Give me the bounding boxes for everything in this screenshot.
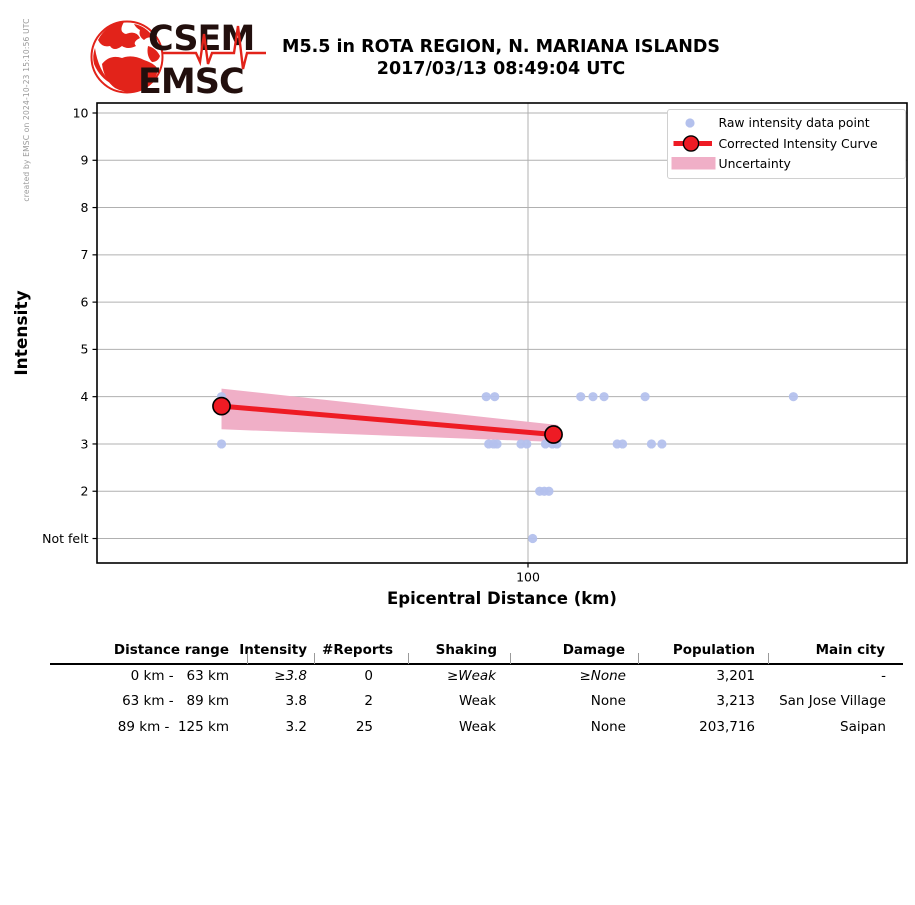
legend-curve-marker-icon [682, 135, 700, 152]
svg-text:10: 10 [73, 105, 89, 120]
cell-reports: 0 [364, 668, 373, 684]
svg-text:100: 100 [516, 570, 540, 585]
csem-emsc-logo: CSEM EMSC [90, 19, 266, 102]
column-divider [510, 653, 511, 664]
column-divider [768, 653, 769, 664]
column-divider [314, 653, 315, 664]
logo-text-emsc: EMSC [138, 62, 244, 102]
legend: Raw intensity data point Corrected Inten… [667, 109, 906, 179]
svg-text:5: 5 [81, 342, 89, 357]
cell-intensity: 3.8 [285, 693, 307, 709]
cell-main-city: San Jose Village [779, 693, 886, 709]
header-shaking: Shaking [435, 642, 497, 658]
svg-text:6: 6 [81, 294, 89, 309]
header-intensity: Intensity [239, 642, 307, 658]
plot-border [96, 102, 908, 564]
cell-population: 203,716 [699, 719, 755, 735]
table-header-rule [50, 663, 903, 665]
legend-box [667, 109, 906, 179]
legend-uncertainty-patch-icon [671, 157, 716, 170]
header-distance-range: Distance range [113, 642, 229, 658]
intensity-distance-chart: 10 9 8 7 6 5 4 3 2 Not felt 100 Raw intensity data… [42, 102, 908, 585]
column-divider [638, 653, 639, 664]
header-damage: Damage [562, 642, 625, 658]
cell-reports: 2 [364, 693, 373, 709]
svg-text:9: 9 [81, 153, 89, 168]
column-divider [408, 653, 409, 664]
cell-distance-range: 89 km - 125 km [117, 719, 229, 735]
cell-main-city: - [881, 668, 886, 684]
y-axis-label: Intensity [12, 290, 32, 376]
cell-distance-range: 63 km - 89 km [122, 693, 229, 709]
chart-title: M5.5 in ROTA REGION, N. MARIANA ISLANDS … [87, 36, 915, 81]
svg-text:Not felt: Not felt [42, 531, 88, 546]
x-axis-label: Epicentral Distance (km) [387, 589, 617, 608]
svg-text:8: 8 [81, 200, 89, 215]
header-population: Population [672, 642, 755, 658]
svg-text:3: 3 [81, 436, 89, 451]
event-datetime: 2017/03/13 08:49:04 UTC [376, 59, 626, 79]
event-title: M5.5 in ROTA REGION, N. MARIANA ISLANDS [282, 37, 720, 57]
cell-damage: None [590, 693, 626, 709]
seismograph-icon [162, 25, 266, 70]
globe-icon [90, 20, 164, 94]
legend-label-raw: Raw intensity data point [719, 115, 870, 130]
svg-text:7: 7 [81, 247, 89, 262]
header-reports: #Reports [322, 642, 393, 658]
cell-shaking: ≥Weak [446, 668, 496, 684]
cell-damage: ≥None [579, 668, 626, 684]
column-divider [247, 653, 248, 664]
cell-main-city: Saipan [840, 719, 886, 735]
svg-text:2: 2 [81, 484, 89, 499]
cell-intensity: ≥3.8 [274, 668, 307, 684]
cell-shaking: Weak [459, 719, 496, 735]
cell-reports: 25 [355, 719, 373, 735]
cell-population: 3,201 [716, 668, 755, 684]
cell-damage: None [590, 719, 626, 735]
cell-intensity: 3.2 [285, 719, 307, 735]
intensity-summary-table: Distance range Intensity #Reports Shakin… [0, 0, 915, 735]
cell-shaking: Weak [459, 693, 496, 709]
legend-label-curve: Corrected Intensity Curve [719, 136, 878, 151]
cell-population: 3,213 [716, 693, 755, 709]
legend-raw-point-icon [685, 118, 695, 128]
header-main-city: Main city [815, 642, 885, 658]
cell-distance-range: 0 km - 63 km [130, 668, 229, 684]
plot-area: 10 9 8 7 6 5 4 3 2 Not felt 100 [42, 103, 907, 585]
legend-label-uncertainty: Uncertainty [719, 156, 791, 171]
svg-text:4: 4 [81, 389, 89, 404]
